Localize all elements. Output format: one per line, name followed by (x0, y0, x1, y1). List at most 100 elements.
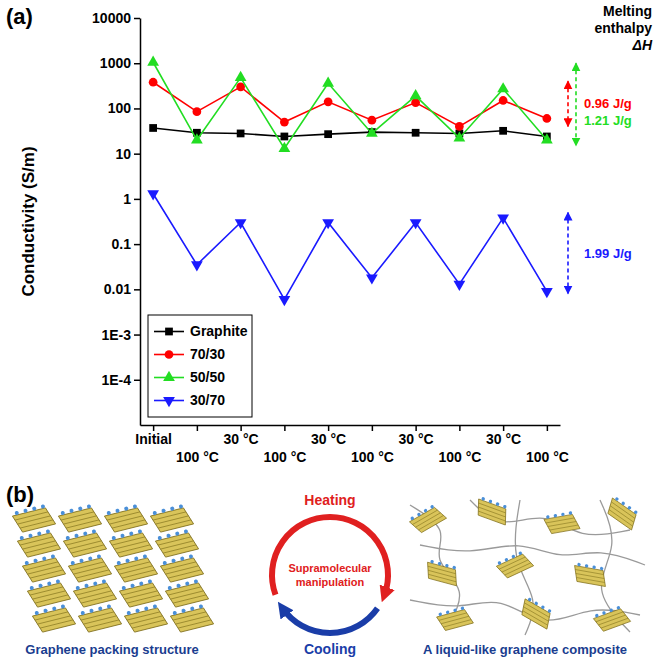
sheet-dot (130, 583, 135, 588)
sheet-stripe (575, 570, 603, 575)
x-tick-label: 30 °C (486, 431, 521, 447)
x-tick-mark (372, 425, 374, 431)
y-tick-mark (134, 18, 140, 20)
sheet-dot (51, 554, 56, 559)
sheet-dot (615, 497, 620, 502)
sheet-body (78, 606, 121, 633)
sheet-dot (199, 604, 204, 609)
sheet-dot (121, 586, 126, 591)
x-tick-mark (547, 425, 549, 431)
sheet-stripe (596, 612, 623, 622)
sheet-stripe (33, 591, 66, 599)
sheet-stripe (18, 516, 51, 524)
sheet-dot (189, 554, 194, 559)
sheet-stripe (609, 510, 633, 527)
x-tick-mark (197, 425, 199, 431)
sheet-stripe (178, 620, 211, 628)
sheet-dot (595, 613, 599, 617)
sheet-stripe (127, 595, 160, 603)
enthalpy-label: 0.96 J/g (584, 96, 632, 111)
sheet-body (165, 581, 208, 608)
y-tick: 0.1 (112, 236, 140, 252)
sheet-dot (148, 579, 153, 584)
sheet-dot (438, 612, 442, 616)
x-tick: 100 °C (526, 425, 569, 465)
y-tick: 10000 (92, 10, 140, 26)
sheet-body (544, 514, 580, 535)
sheet-dot (107, 604, 112, 609)
sheet-stripe (443, 620, 471, 627)
sheet-body (119, 581, 162, 608)
graphene-sheet (113, 553, 157, 584)
sheet-stripe (71, 562, 104, 570)
cycle-label: Supramolecularmanipulation (288, 562, 372, 588)
x-tick-label: 100 °C (526, 449, 569, 465)
sheet-stripe (478, 511, 505, 521)
marker (410, 219, 422, 229)
sheet-stripe (415, 513, 440, 527)
y-tick-label: 1E-4 (101, 372, 131, 388)
sheet-dot (592, 565, 596, 569)
graphene-sheet (11, 503, 55, 534)
sheet-stripe (163, 562, 196, 570)
series-line (153, 128, 547, 137)
sheet-body (593, 607, 630, 633)
caption: A liquid-like graphene composite (423, 642, 627, 657)
sheet-stripe (120, 566, 153, 574)
sheet-dot (69, 508, 74, 513)
sheet-dot (47, 581, 52, 586)
series (147, 55, 553, 151)
sheet-dot (32, 506, 37, 511)
sheet-body (517, 599, 554, 629)
sheet-stripe (23, 541, 56, 549)
sheet-stripe (505, 563, 531, 575)
sheet-stripe (127, 612, 160, 620)
y-tick-label: 1E-3 (101, 327, 131, 343)
graphene-sheet (62, 528, 106, 559)
sheet-stripe (441, 616, 469, 623)
sheet-dot (162, 561, 167, 566)
sheet-stripe (107, 512, 140, 520)
packed-structure (11, 503, 213, 634)
graphene-sheet (495, 549, 534, 580)
enthalpy-label: 1.99 J/g (584, 246, 632, 261)
y-tick-mark (134, 289, 140, 291)
annotation-line: Melting (603, 3, 652, 19)
sheet-body (150, 506, 193, 533)
sheet-dot (92, 529, 97, 534)
sheet-dot (170, 506, 175, 511)
x-axis: Initial100 °C30 °C100 °C30 °C100 °C30 °C… (135, 425, 569, 465)
sheet-stripe (158, 520, 191, 528)
sheet-body (437, 608, 474, 632)
sheet-dot (417, 512, 422, 517)
graphene-sheet (408, 502, 447, 535)
sheet-stripe (173, 612, 206, 620)
y-tick: 10 (115, 146, 140, 162)
sheet-stripe (523, 611, 548, 625)
sheet-stripe (548, 521, 576, 526)
graphene-sheet (154, 528, 198, 559)
enthalpy-label: 1.21 J/g (584, 113, 632, 128)
sheet-stripe (66, 520, 99, 528)
sheet-dot (446, 610, 450, 614)
x-tick-mark (459, 425, 461, 431)
polymer-chain (410, 505, 460, 630)
sheet-dot (129, 531, 134, 536)
sheet-dot (34, 611, 39, 616)
panel-label: (a) (6, 4, 33, 29)
sheet-dot (135, 608, 140, 613)
sheet-dot (125, 558, 130, 563)
y-tick-mark (134, 108, 140, 110)
sheet-dot (93, 581, 98, 586)
marker (278, 296, 290, 306)
x-tick: 30 °C (311, 425, 346, 447)
sheet-dot (134, 556, 139, 561)
sheet-dot (52, 606, 57, 611)
sheet-dot (180, 556, 185, 561)
sheet-dot (102, 579, 107, 584)
marker (499, 96, 508, 105)
sheet-stripe (479, 503, 506, 513)
sheet-dot (56, 579, 61, 584)
sheet-body (409, 505, 446, 535)
sheet-dot (126, 611, 131, 616)
